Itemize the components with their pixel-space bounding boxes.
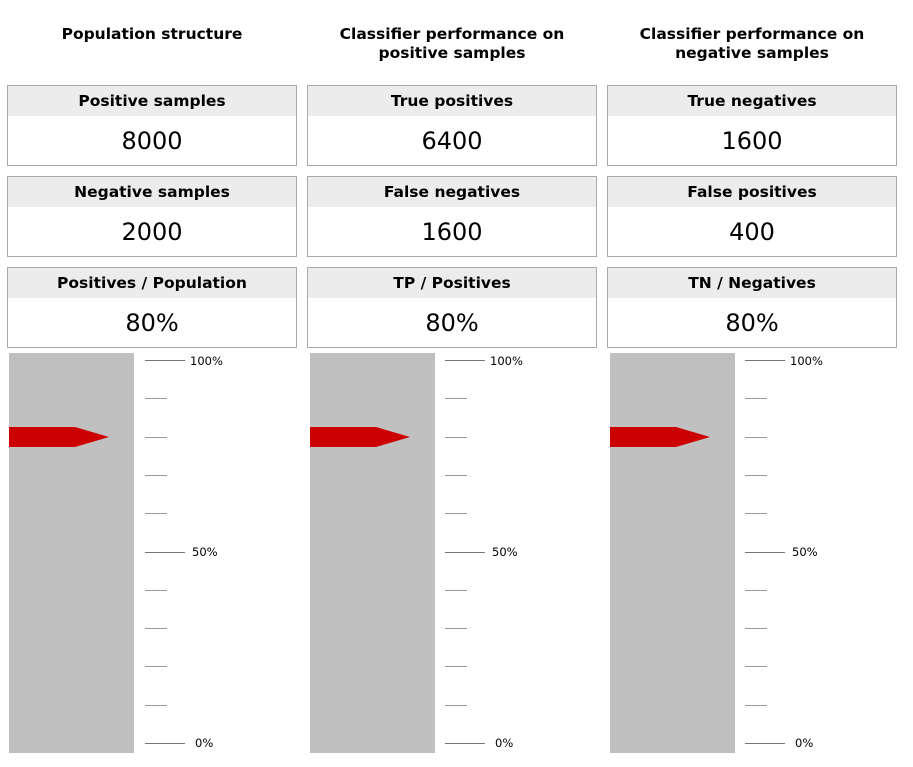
scale-major-tick [145,743,185,744]
stat-box-true-positives: True positives 6400 [307,85,597,166]
scale-minor-tick [745,436,767,438]
scale-minor-tick [145,398,167,400]
scale-major-tick [445,743,485,744]
stat-label: Negative samples [8,177,296,207]
scale-minor-tick [445,398,467,400]
scale-label-bottom: 0% [495,736,514,750]
scale-minor-tick [445,666,467,668]
stat-value: 80% [125,309,179,337]
scale-minor-tick [445,513,467,515]
gauge-bar [9,353,134,753]
gauge-arrow-icon [310,426,410,447]
scale-minor-tick [745,474,767,476]
column-title-line2: negative samples [675,44,829,62]
stat-box-false-positives: False positives 400 [607,176,897,257]
stat-label: True negatives [608,86,896,116]
scale-major-tick [745,551,785,553]
scale-minor-tick [745,398,767,400]
scale-minor-tick [145,666,167,668]
gauge-scale: 100% 50% 0% [437,353,597,753]
gauge-scale: 100% 50% 0% [737,353,897,753]
scale-minor-tick [445,704,467,706]
stat-value: 1600 [421,218,483,246]
stat-box-negative-samples: Negative samples 2000 [7,176,297,257]
stat-label: TN / Negatives [608,268,896,298]
stat-box-positive-samples: Positive samples 8000 [7,85,297,166]
scale-minor-tick [145,436,167,438]
scale-major-tick [145,551,185,553]
scale-label-top: 100% [190,354,223,368]
scale-minor-tick [445,436,467,438]
scale-minor-tick [145,704,167,706]
stat-value: 8000 [121,127,183,155]
column-title-line1: Classifier performance on [639,25,865,43]
scale-minor-tick [145,513,167,515]
gauge-bar [610,353,735,753]
gauge-arrow-icon [610,426,710,447]
column-title: Population structure [7,25,297,44]
scale-minor-tick [445,628,467,630]
scale-minor-tick [145,589,167,591]
stat-label: TP / Positives [308,268,596,298]
scale-label-mid: 50% [192,545,218,559]
column-positive-performance: Classifier performance on positive sampl… [307,0,597,767]
scale-minor-tick [745,666,767,668]
stat-label: Positives / Population [8,268,296,298]
scale-major-tick [445,360,485,361]
scale-major-tick [745,743,785,744]
scale-minor-tick [145,474,167,476]
scale-major-tick [445,551,485,553]
gauge-arrow-icon [9,426,109,447]
stat-box-positives-ratio: Positives / Population 80% [7,267,297,348]
stat-value: 80% [725,309,779,337]
column-title: Classifier performance on positive sampl… [307,25,597,63]
scale-label-mid: 50% [492,545,518,559]
scale-major-tick [145,360,185,361]
stat-label: Positive samples [8,86,296,116]
stat-value: 6400 [421,127,483,155]
column-title-line2: positive samples [378,44,526,62]
scale-label-mid: 50% [792,545,818,559]
stat-label: True positives [308,86,596,116]
column-title-line1: Classifier performance on [339,25,565,43]
stat-box-tn-ratio: TN / Negatives 80% [607,267,897,348]
column-title: Classifier performance on negative sampl… [607,25,897,63]
scale-major-tick [745,360,785,361]
stat-value: 1600 [721,127,783,155]
stat-box-true-negatives: True negatives 1600 [607,85,897,166]
scale-minor-tick [445,589,467,591]
stat-value: 2000 [121,218,183,246]
stat-value: 80% [425,309,479,337]
stat-box-tp-ratio: TP / Positives 80% [307,267,597,348]
column-negative-performance: Classifier performance on negative sampl… [607,0,897,767]
scale-minor-tick [445,474,467,476]
scale-minor-tick [745,513,767,515]
column-population-structure: Population structure Positive samples 80… [7,0,297,767]
scale-minor-tick [745,704,767,706]
scale-minor-tick [745,628,767,630]
column-title-line1: Population structure [61,25,243,43]
scale-minor-tick [145,628,167,630]
stat-box-false-negatives: False negatives 1600 [307,176,597,257]
scale-label-top: 100% [790,354,823,368]
scale-label-top: 100% [490,354,523,368]
stat-value: 400 [729,218,775,246]
gauge-scale: 100% 50% 0% [137,353,297,753]
gauge-bar [310,353,435,753]
scale-label-bottom: 0% [195,736,214,750]
scale-minor-tick [745,589,767,591]
stat-label: False negatives [308,177,596,207]
scale-label-bottom: 0% [795,736,814,750]
stat-label: False positives [608,177,896,207]
